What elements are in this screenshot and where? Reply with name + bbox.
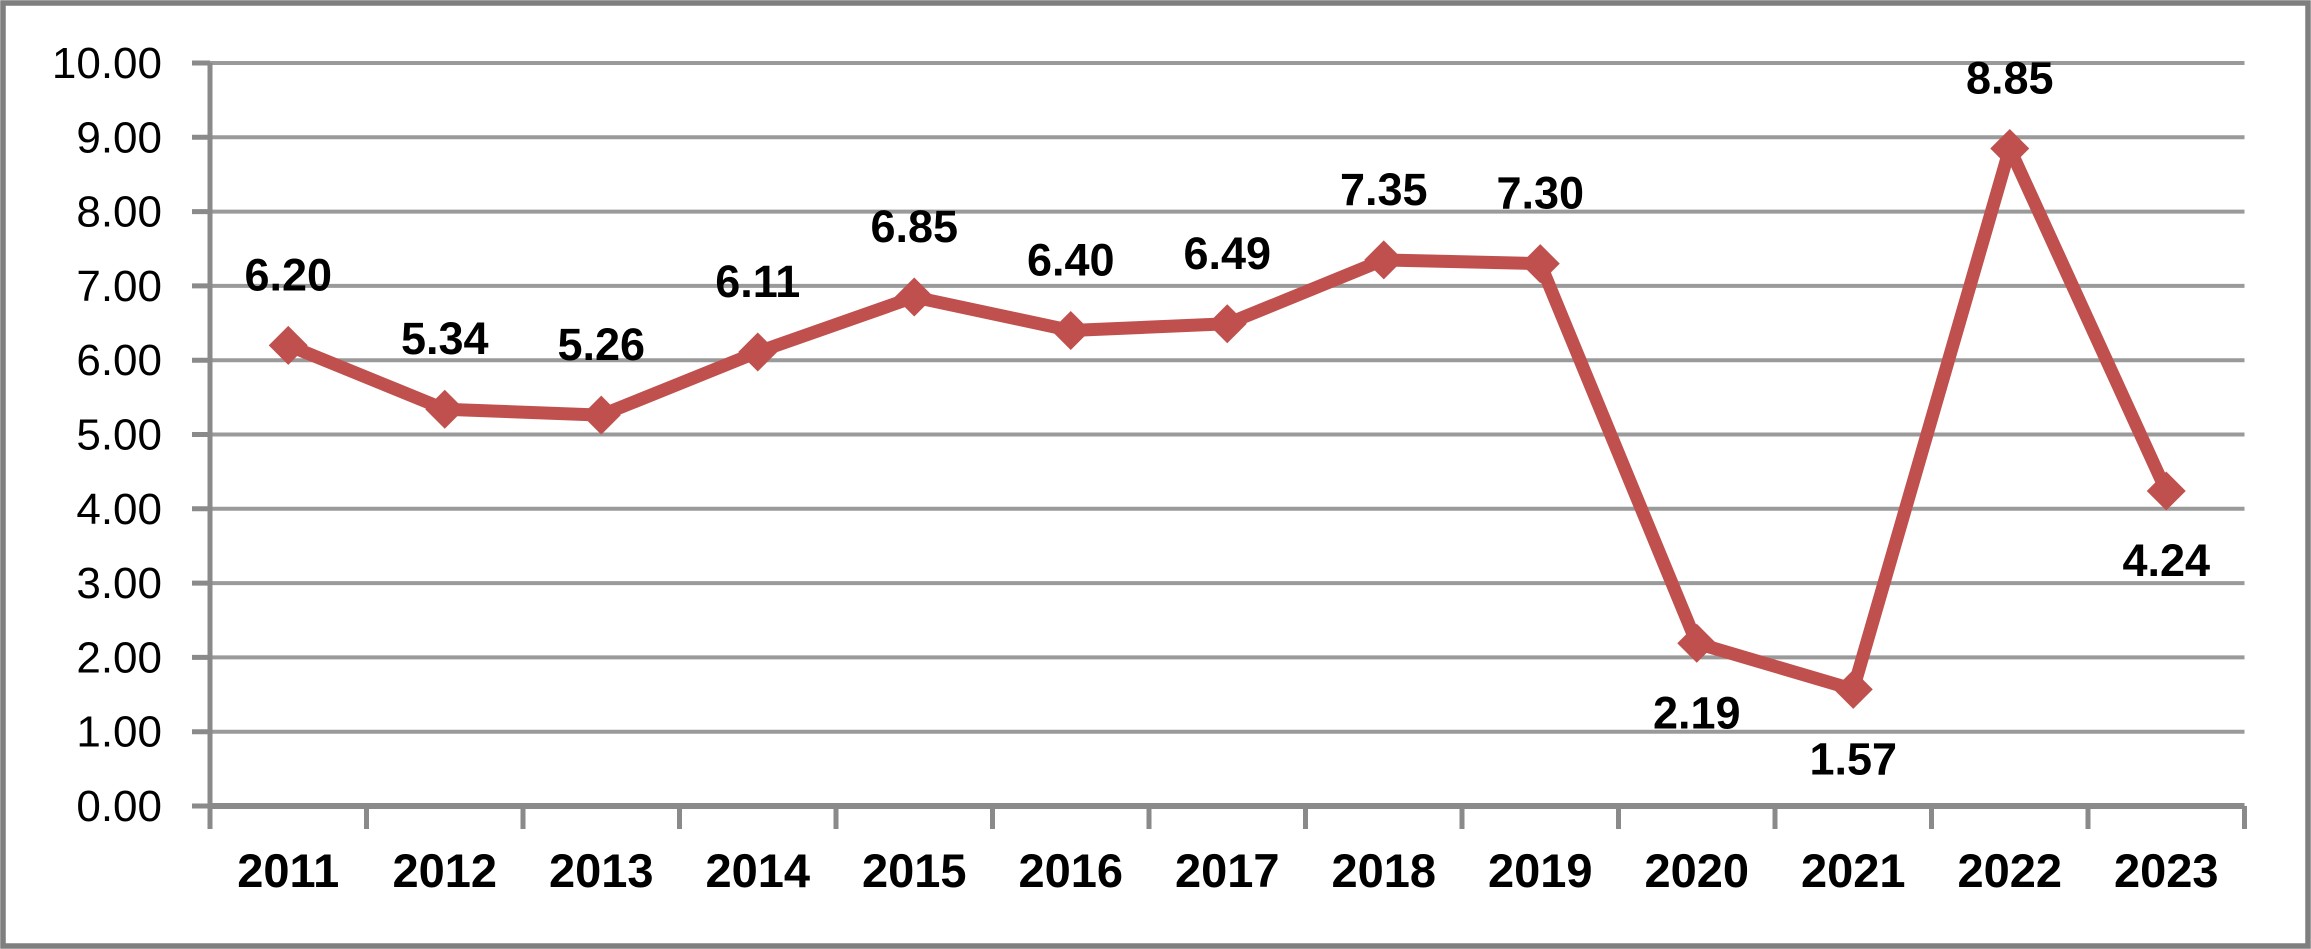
data-point-label: 6.11 (715, 256, 800, 307)
x-category-label: 2020 (1644, 844, 1749, 897)
data-point-marker (1677, 623, 1717, 663)
data-point-marker (1990, 128, 2030, 168)
x-category-label: 2018 (1331, 844, 1436, 897)
y-tick-label: 10.00 (52, 39, 162, 88)
y-tick-label: 9.00 (76, 113, 162, 162)
y-axis-labels: 0.00 1.00 2.00 3.00 4.00 5.00 6.00 7.00 8.00 9.00… (52, 39, 162, 831)
gridlines (210, 61, 2245, 734)
x-category-label: 2015 (862, 844, 967, 897)
x-category-label: 2017 (1175, 844, 1280, 897)
x-axis-labels: 2011 2012 2013 2014 2015 2016 2017 2018 2019 2020… (237, 844, 2218, 897)
y-axis-ticks (192, 60, 210, 809)
x-category-label: 2011 (237, 844, 339, 897)
y-tick-label: 7.00 (76, 262, 162, 311)
data-point-marker (1520, 244, 1560, 284)
y-tick-label: 0.00 (76, 782, 162, 831)
y-tick-label: 5.00 (76, 411, 162, 460)
y-tick-label: 6.00 (76, 336, 162, 385)
data-point-label: 8.85 (1966, 52, 2054, 103)
y-tick-label: 4.00 (76, 485, 162, 534)
data-point-label: 5.26 (557, 319, 645, 370)
y-tick-label: 3.00 (76, 559, 162, 608)
data-point-label: 7.30 (1496, 168, 1584, 219)
data-point-marker (1207, 304, 1247, 344)
data-point-label: 6.40 (1027, 234, 1115, 285)
y-tick-label: 2.00 (76, 633, 162, 682)
data-point-marker (894, 277, 934, 317)
data-point-marker (425, 389, 465, 429)
data-point-label: 7.35 (1340, 164, 1428, 215)
data-point-label: 2.19 (1653, 687, 1741, 738)
data-point-markers (268, 128, 2186, 709)
data-point-label: 5.34 (401, 313, 489, 364)
x-category-label: 2023 (2114, 844, 2219, 897)
data-point-label: 6.85 (870, 201, 958, 252)
x-category-label: 2021 (1801, 844, 1906, 897)
data-point-marker (1833, 669, 1873, 709)
x-category-label: 2012 (392, 844, 497, 897)
data-point-marker (738, 332, 778, 372)
data-point-label: 1.57 (1809, 733, 1897, 784)
data-point-labels: 6.20 5.34 5.26 6.11 6.85 6.40 6.49 7.35 7.30 2.19… (244, 52, 2210, 784)
data-point-marker (1364, 240, 1404, 280)
data-point-marker (268, 325, 308, 365)
data-point-label: 4.24 (2122, 535, 2210, 586)
data-point-label: 6.20 (244, 249, 332, 300)
y-tick-label: 1.00 (76, 708, 162, 757)
data-point-marker (581, 395, 621, 435)
data-point-label: 6.49 (1183, 228, 1271, 279)
x-category-label: 2016 (1018, 844, 1123, 897)
y-tick-label: 8.00 (76, 188, 162, 237)
x-category-label: 2013 (549, 844, 654, 897)
x-category-label: 2014 (705, 844, 810, 897)
data-point-marker (2146, 471, 2186, 511)
x-category-label: 2019 (1488, 844, 1593, 897)
x-category-label: 2022 (1957, 844, 2062, 897)
data-point-marker (1051, 310, 1091, 350)
x-axis-ticks (207, 806, 2247, 829)
